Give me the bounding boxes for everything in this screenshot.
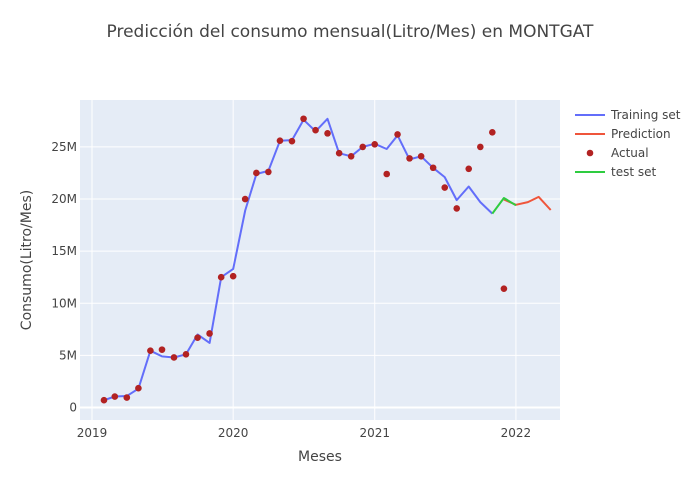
actual-point <box>182 351 190 358</box>
actual-point <box>489 129 496 136</box>
actual-point <box>500 285 508 292</box>
y-axis-label: Consumo(Litro/Mes) <box>19 190 35 330</box>
x-tick-label: 2022 <box>501 426 532 440</box>
y-tick-label: 10M <box>51 296 77 310</box>
actual-point <box>359 143 367 151</box>
actual-point <box>300 115 307 123</box>
actual-point <box>135 384 142 392</box>
actual-point <box>241 195 249 203</box>
legend-label: Actual <box>611 146 649 160</box>
actual-point <box>288 137 296 145</box>
x-axis-label: Meses <box>298 449 342 465</box>
legend-item-test-set[interactable]: test set <box>575 165 656 179</box>
x-axis-ticks: 2019 2020 2021 2022 <box>77 426 531 440</box>
legend-label: test set <box>611 165 656 179</box>
actual-point <box>217 273 225 281</box>
actual-point <box>276 137 284 144</box>
legend-item-training-set[interactable]: Training set <box>575 108 681 122</box>
legend: Training set Prediction Actual test set <box>575 108 681 179</box>
actual-point <box>123 394 131 401</box>
legend-swatch <box>586 149 594 157</box>
plot-background <box>80 100 560 420</box>
actual-point <box>324 130 331 137</box>
actual-point <box>194 334 201 341</box>
legend-label: Prediction <box>611 127 671 141</box>
actual-point <box>229 272 237 280</box>
x-tick-label: 2019 <box>77 426 108 440</box>
y-axis-ticks: 0 5M 10M 15M 20M 25M <box>51 140 77 415</box>
actual-point <box>394 131 401 138</box>
legend-label: Training set <box>610 108 681 122</box>
actual-point <box>453 205 461 212</box>
actual-point <box>441 184 449 191</box>
chart-title: Predicción del consumo mensual(Litro/Mes… <box>107 22 595 42</box>
y-tick-label: 15M <box>51 244 77 258</box>
actual-point <box>312 126 319 134</box>
y-tick-label: 5M <box>59 348 77 362</box>
actual-point <box>429 164 437 172</box>
actual-point <box>100 396 108 404</box>
y-tick-label: 20M <box>51 192 77 206</box>
actual-point <box>383 170 391 178</box>
actual-point <box>265 168 272 176</box>
actual-point <box>147 347 154 354</box>
actual-point <box>477 143 484 151</box>
x-tick-label: 2021 <box>359 426 390 440</box>
actual-point <box>347 152 355 160</box>
actual-point <box>406 155 413 162</box>
actual-point <box>253 169 260 177</box>
actual-point <box>335 149 343 157</box>
x-tick-label: 2020 <box>218 426 249 440</box>
actual-point <box>371 140 379 148</box>
y-tick-label: 0 <box>69 400 77 414</box>
actual-point <box>465 165 473 173</box>
test-set-line <box>491 197 517 215</box>
actual-point <box>417 152 425 160</box>
training-set-line <box>103 117 493 402</box>
legend-item-actual[interactable]: Actual <box>586 146 649 160</box>
legend-item-prediction[interactable]: Prediction <box>575 127 671 141</box>
actual-point <box>170 354 178 361</box>
actual-point <box>158 346 166 353</box>
series-layer <box>100 115 552 404</box>
actual-point <box>111 393 119 400</box>
y-tick-label: 25M <box>51 140 77 154</box>
actual-point <box>206 330 213 337</box>
